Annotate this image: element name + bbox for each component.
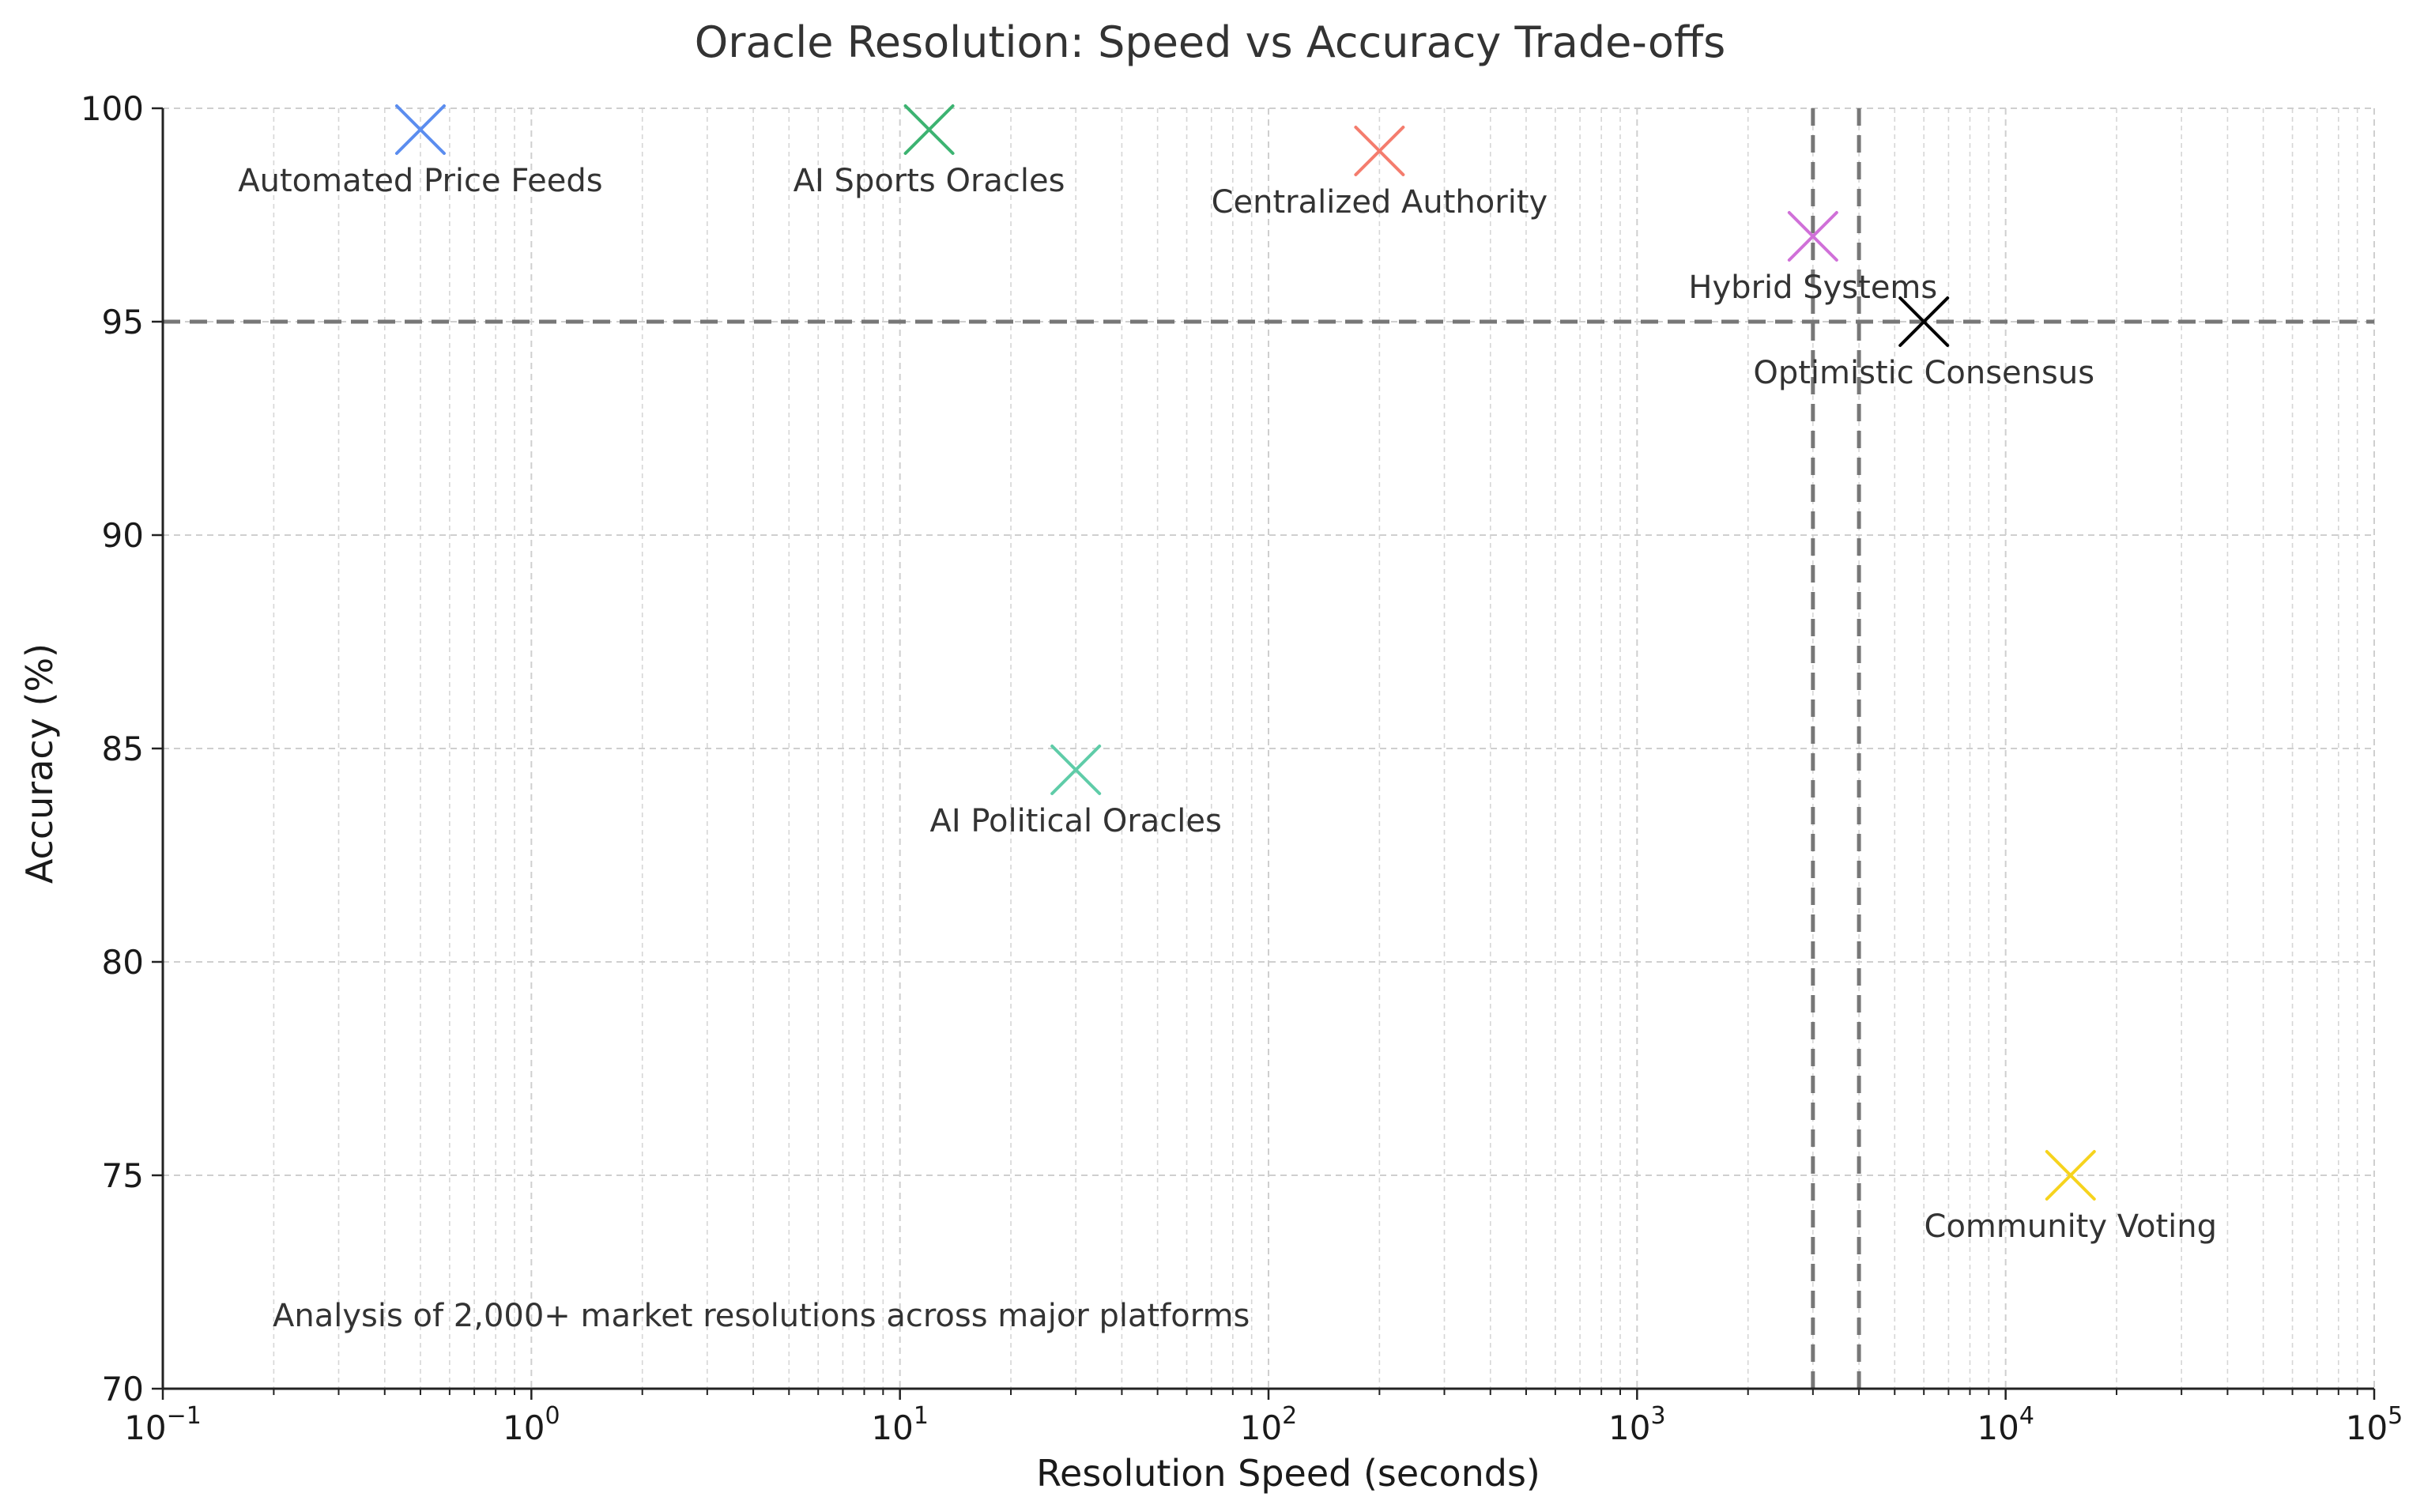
point-label: AI Political Oracles (929, 803, 1221, 839)
x-tick-label: 103 (1608, 1402, 1666, 1447)
y-tick-label: 95 (102, 303, 144, 341)
y-axis-ticks: 70 75 80 85 90 95 100 (81, 89, 163, 1408)
data-point: Hybrid Systems (1688, 211, 1937, 306)
x-axis-label: Resolution Speed (seconds) (1036, 1452, 1540, 1495)
data-points: Automated Price Feeds AI Sports Oracles Ce… (238, 104, 2218, 1245)
point-label: Optimistic Consensus (1753, 355, 2094, 391)
point-marker-stroke (903, 104, 955, 155)
data-point: Community Voting (1924, 1150, 2218, 1245)
point-label: Community Voting (1924, 1208, 2218, 1245)
x-tick-label: 102 (1240, 1402, 1298, 1447)
point-marker-stroke (1898, 296, 1950, 347)
point-marker-stroke (1050, 745, 1102, 795)
x-tick-label: 101 (871, 1402, 929, 1447)
chart-title: Oracle Resolution: Speed vs Accuracy Tra… (695, 17, 1726, 67)
x-axis-ticks: 10−1 100 101 102 103 104 105 (124, 1389, 2403, 1447)
data-point: AI Sports Oracles (794, 104, 1065, 199)
y-tick-label: 80 (102, 943, 144, 982)
y-tick-label: 90 (102, 516, 144, 555)
point-label: AI Sports Oracles (794, 163, 1065, 199)
point-marker-stroke (2045, 1150, 2096, 1201)
data-point: AI Political Oracles (929, 745, 1222, 839)
y-tick-label: 100 (81, 89, 144, 128)
x-tick-label: 10−1 (124, 1402, 202, 1447)
point-marker-stroke (1354, 126, 1405, 176)
data-point: Automated Price Feeds (238, 104, 603, 199)
y-axis-label: Accuracy (%) (18, 643, 61, 884)
y-tick-label: 85 (102, 730, 144, 768)
x-tick-label: 105 (2346, 1402, 2403, 1447)
point-marker-stroke (1787, 211, 1838, 262)
point-label: Automated Price Feeds (238, 163, 602, 199)
x-tick-label: 100 (503, 1402, 560, 1447)
data-point: Optimistic Consensus (1753, 296, 2094, 391)
reference-lines (163, 108, 2374, 1389)
x-tick-label: 104 (1977, 1402, 2034, 1447)
point-marker-stroke (394, 104, 446, 155)
y-tick-label: 70 (102, 1370, 144, 1408)
point-label: Hybrid Systems (1688, 270, 1937, 306)
chart-annotation: Analysis of 2,000+ market resolutions ac… (273, 1298, 1250, 1334)
y-tick-label: 75 (102, 1156, 144, 1195)
data-point: Centralized Authority (1212, 126, 1548, 221)
point-label: Centralized Authority (1212, 184, 1548, 221)
